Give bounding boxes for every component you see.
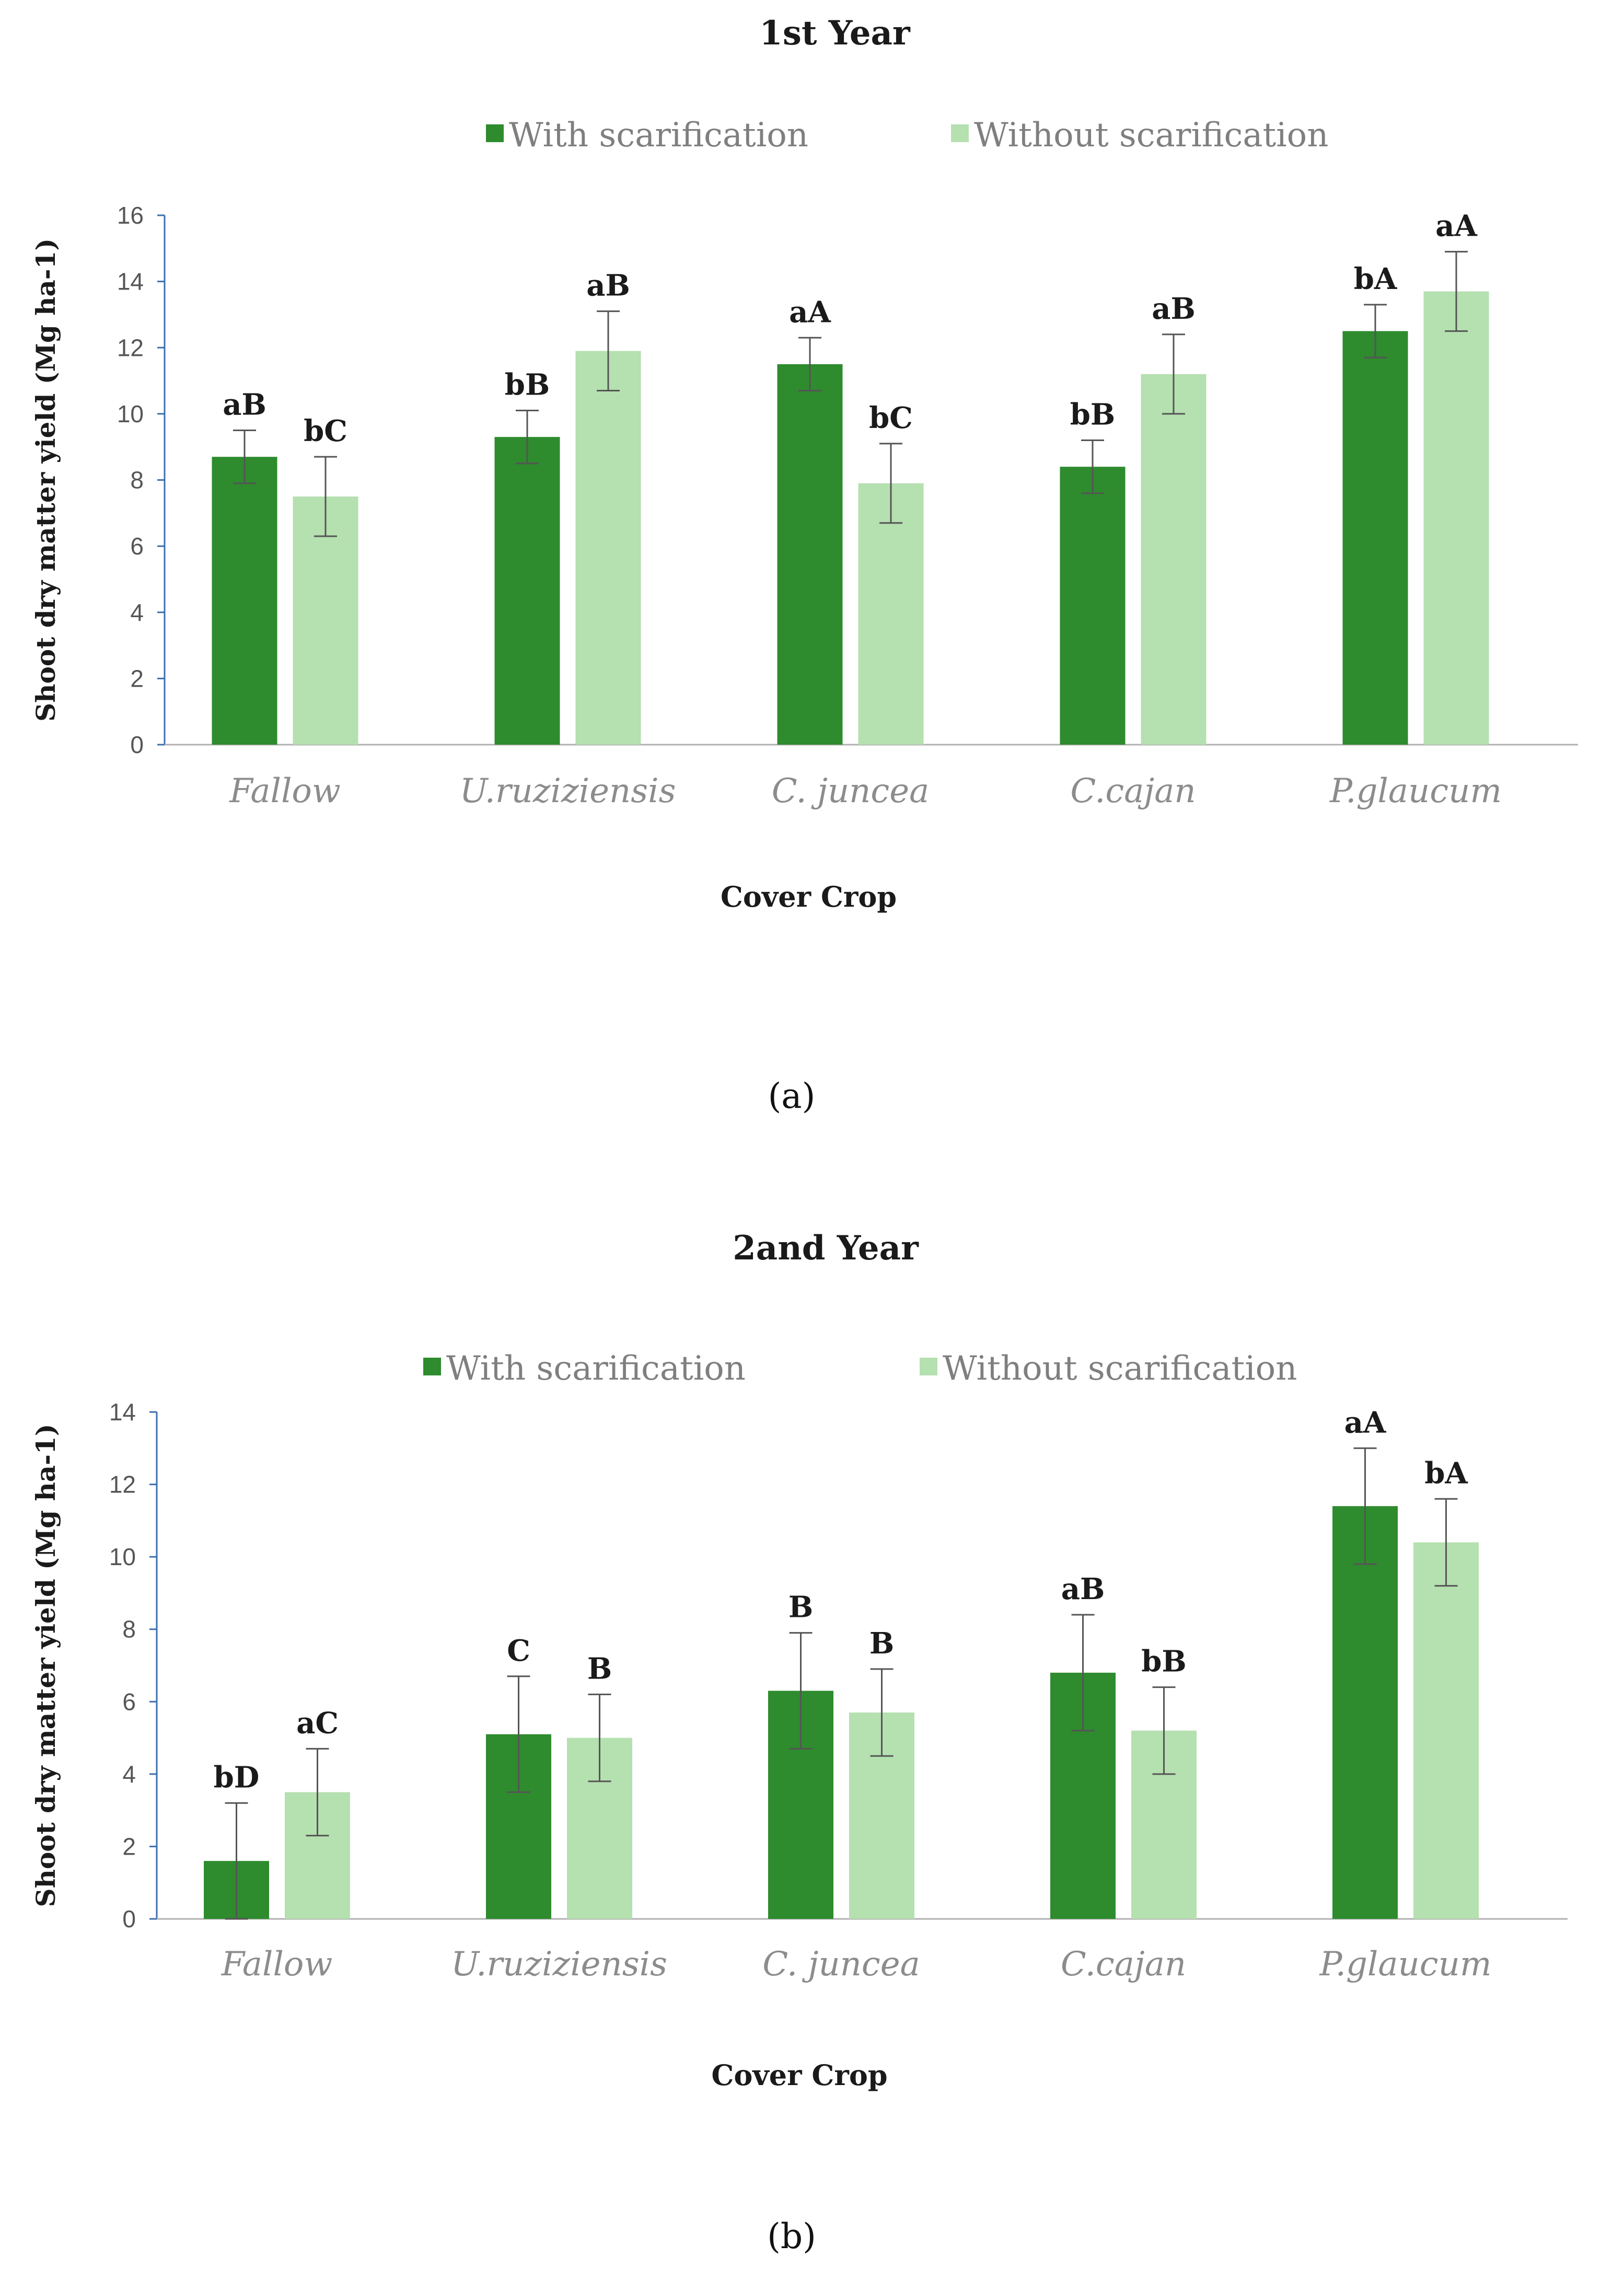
significance-label: bC	[304, 414, 347, 448]
legend-label-1: With scarification	[446, 1349, 746, 1388]
y-tick-label: 12	[117, 334, 144, 361]
significance-label: bB	[1141, 1645, 1187, 1679]
significance-label: B	[587, 1651, 612, 1686]
chart-panel-a: 1st Year With scarification Without scarif…	[30, 14, 1578, 1116]
bar-with-scarification-3	[777, 364, 843, 745]
bar-with-scarification-2	[494, 437, 560, 745]
legend-swatch-2	[920, 1358, 937, 1375]
significance-label: C	[507, 1634, 530, 1668]
significance-label: aB	[1152, 292, 1196, 326]
y-tick-label: 10	[109, 1543, 136, 1570]
chart-title: 1st Year	[759, 14, 911, 53]
y-tick-label: 14	[109, 1398, 136, 1426]
y-tick-label: 0	[130, 731, 144, 758]
y-axis-label: Shoot dry matter yield (Mg ha-1)	[30, 1423, 61, 1907]
category-label: Fallow	[221, 1945, 332, 1984]
y-tick-label: 8	[130, 467, 144, 494]
bar-without-scarification-5	[1423, 291, 1489, 745]
y-tick-label: 14	[117, 268, 144, 295]
chart-2nd-year: 2and Year With scarification Without scari…	[30, 1229, 1568, 2256]
bar-without-scarification-2	[575, 351, 641, 745]
significance-label: aA	[1344, 1405, 1387, 1440]
figure-caption: (b)	[767, 2216, 816, 2256]
significance-label: bA	[1424, 1456, 1468, 1490]
y-tick-label: 12	[109, 1471, 136, 1498]
significance-label: aB	[223, 388, 266, 422]
y-tick-label: 2	[130, 665, 144, 692]
significance-label: aB	[1061, 1572, 1105, 1606]
significance-label: bC	[869, 401, 913, 435]
y-tick-label: 10	[117, 400, 144, 427]
significance-label: bB	[1070, 398, 1116, 432]
significance-label: bB	[505, 368, 550, 402]
x-axis-label: Cover Crop	[711, 2058, 887, 2092]
y-tick-label: 4	[130, 599, 144, 626]
category-label: C.cajan	[1061, 1945, 1186, 1984]
y-tick-label: 0	[122, 1905, 136, 1932]
category-label: Fallow	[229, 772, 340, 811]
category-label: P.glaucum	[1319, 1945, 1492, 1984]
category-label: U.ruziziensis	[460, 772, 676, 811]
y-axis-label: Shoot dry matter yield (Mg ha-1)	[30, 238, 61, 722]
significance-label: bA	[1354, 262, 1398, 296]
category-label: C. juncea	[772, 772, 930, 811]
significance-label: bD	[214, 1760, 260, 1795]
x-axis-label: Cover Crop	[721, 880, 897, 913]
category-label: P.glaucum	[1329, 772, 1502, 811]
bar-with-scarification-4	[1060, 467, 1126, 745]
bar-with-scarification-5	[1332, 1506, 1398, 1919]
y-tick-label: 4	[122, 1761, 136, 1788]
bar-with-scarification-5	[1342, 331, 1408, 745]
legend-label-1: With scarification	[509, 116, 808, 155]
y-tick-label: 16	[117, 202, 144, 229]
category-label: C.cajan	[1070, 772, 1196, 811]
significance-label: B	[869, 1626, 894, 1661]
legend-label-2: Without scarification	[943, 1349, 1297, 1388]
bar-without-scarification-5	[1413, 1542, 1479, 1919]
significance-label: aA	[1435, 209, 1478, 244]
chart-1st-year: 1st Year With scarification Without scarif…	[30, 14, 1578, 1116]
legend-swatch-1	[486, 124, 504, 142]
legend-swatch-1	[423, 1358, 441, 1375]
y-tick-label: 6	[130, 533, 144, 560]
bar-without-scarification-1	[293, 496, 358, 745]
figure-caption: (a)	[768, 1076, 816, 1116]
y-tick-label: 8	[122, 1616, 136, 1643]
significance-label: aC	[296, 1706, 339, 1740]
significance-label: B	[788, 1590, 813, 1625]
y-tick-label: 2	[122, 1833, 136, 1860]
bar-without-scarification-3	[858, 483, 924, 745]
significance-label: aA	[789, 295, 831, 329]
category-label: U.ruziziensis	[451, 1945, 667, 1984]
significance-label: aB	[586, 269, 630, 303]
chart-panel-b: 2and Year With scarification Without scari…	[0, 1165, 1624, 2280]
bar-without-scarification-4	[1141, 374, 1207, 745]
legend-swatch-2	[951, 124, 969, 142]
y-tick-label: 6	[122, 1688, 136, 1715]
bar-with-scarification-1	[212, 457, 277, 745]
category-label: C. juncea	[762, 1945, 920, 1984]
legend-label-2: Without scarification	[974, 116, 1328, 155]
chart-title: 2and Year	[733, 1229, 919, 1268]
